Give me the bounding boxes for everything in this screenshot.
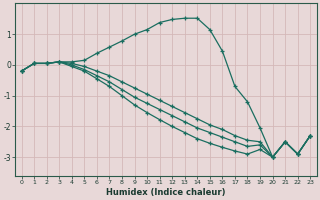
X-axis label: Humidex (Indice chaleur): Humidex (Indice chaleur) — [106, 188, 226, 197]
